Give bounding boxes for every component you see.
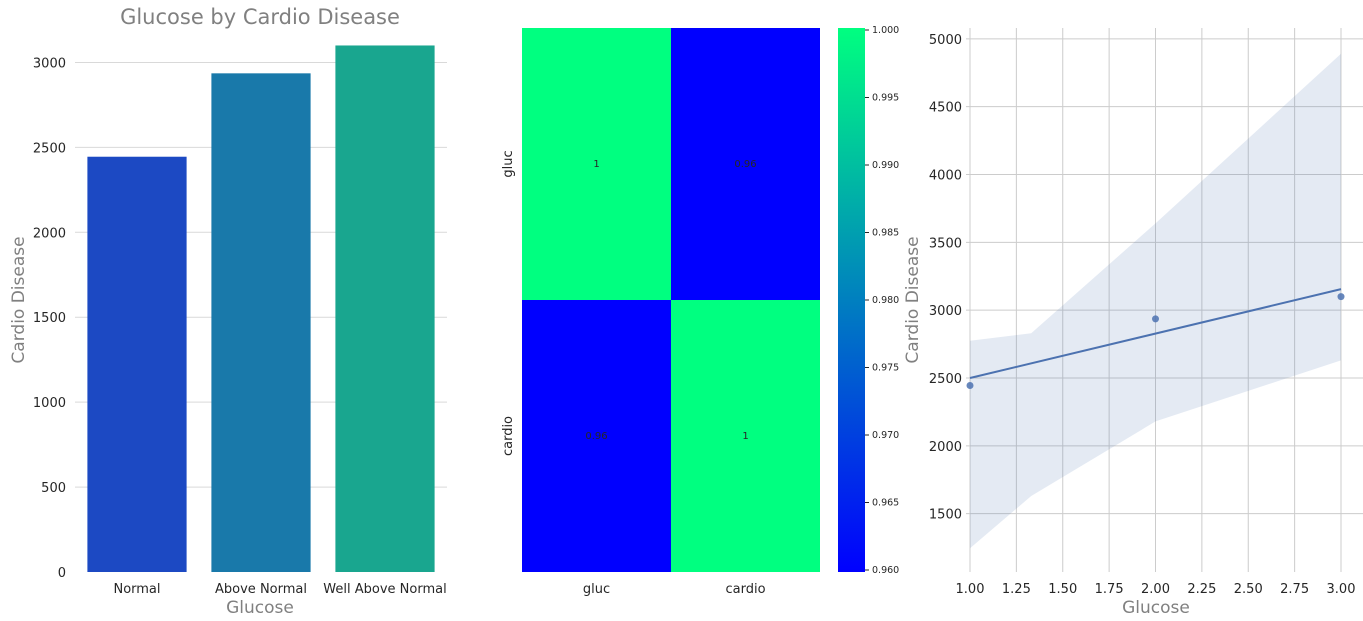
- heatmap-cell-label: 1: [742, 431, 748, 442]
- regression-line: [969, 288, 1342, 379]
- heatmap-axis-labels: gluc cardio gluc cardio: [501, 150, 766, 597]
- colorbar-tick-label: 1.000: [872, 25, 899, 36]
- heatmap-column-label: gluc: [583, 582, 610, 597]
- regression-y-ticks: 1500 2000 2500 3000 3500 4000 4500 5000: [929, 33, 962, 523]
- regression-x-tick-label: 1.00: [956, 582, 985, 597]
- regression-y-axis-label: Cardio Disease: [903, 236, 923, 363]
- colorbar-tick-label: 0.965: [872, 498, 899, 509]
- regression-y-tick-label: 5000: [929, 33, 962, 48]
- colorbar-tick-label: 0.960: [872, 565, 899, 576]
- colorbar-tick-label: 0.980: [872, 295, 899, 306]
- bar-y-tick-label: 1000: [33, 396, 66, 411]
- colorbar: [838, 28, 865, 572]
- regression-x-tick-label: 2.75: [1280, 582, 1309, 597]
- bar-x-ticks: Normal Above Normal Well Above Normal: [113, 582, 446, 597]
- colorbar-tick-label: 0.985: [872, 228, 899, 239]
- regression-x-tick-label: 1.75: [1095, 582, 1124, 597]
- regression-y-tick-label: 2500: [929, 372, 962, 387]
- regression-chart: 1500 2000 2500 3000 3500 4000 4500 5000 1.00 1.2…: [903, 28, 1363, 618]
- regression-y-tick-label: 4000: [929, 169, 962, 184]
- regression-y-tick-label: 4500: [929, 101, 962, 116]
- regression-x-tick-label: 2.50: [1234, 582, 1263, 597]
- bar-y-tick-label: 0: [58, 566, 66, 581]
- bar-x-tick-label: Normal: [113, 582, 160, 597]
- scatter-point: [1152, 315, 1159, 323]
- heatmap-cell: [522, 28, 671, 300]
- bar-y-axis-label: Cardio Disease: [9, 236, 29, 363]
- regression-y-tick-label: 2000: [929, 440, 962, 455]
- bar-y-tick-label: 1500: [33, 311, 66, 326]
- bar-y-tick-label: 500: [41, 481, 66, 496]
- bar-x-tick-label: Well Above Normal: [323, 582, 446, 597]
- bar: [211, 73, 311, 572]
- bar-chart-title: Glucose by Cardio Disease: [120, 5, 400, 29]
- heatmap-chart: 1 0.96 0.96 1 gluc cardio gluc cardio 1.000 0.9…: [501, 25, 899, 597]
- regression-x-tick-label: 1.50: [1048, 582, 1077, 597]
- scatter-point: [966, 381, 974, 389]
- heatmap-cell: [671, 28, 820, 300]
- regression-x-tick-label: 2.25: [1187, 582, 1216, 597]
- bar-chart: Glucose by Cardio Disease 0 500 1000 1500 20…: [9, 5, 447, 618]
- heatmap-row-label: gluc: [501, 150, 516, 177]
- bar: [87, 156, 187, 573]
- heatmap-cell: [522, 300, 671, 572]
- bar-y-ticks: 0 500 1000 1500 2000 2500 3000: [33, 56, 66, 581]
- regression-y-tick-label: 3000: [929, 304, 962, 319]
- bar-x-axis-label: Glucose: [226, 598, 294, 618]
- regression-y-tick-label: 3500: [929, 236, 962, 251]
- colorbar-tick-label: 0.970: [872, 430, 899, 441]
- regression-gridlines: [966, 28, 1363, 572]
- bars: [87, 45, 435, 573]
- confidence-band: [970, 53, 1341, 549]
- colorbar-tick-label: 0.995: [872, 93, 899, 104]
- bar-y-tick-label: 2000: [33, 226, 66, 241]
- bar-y-tick-label: 3000: [33, 56, 66, 71]
- heatmap-cell-label: 1: [593, 159, 599, 170]
- colorbar-tick-label: 0.990: [872, 160, 899, 171]
- scatter-point: [1337, 293, 1345, 301]
- regression-x-tick-label: 1.25: [1002, 582, 1031, 597]
- regression-x-axis-label: Glucose: [1122, 598, 1190, 618]
- scatter-points: [966, 293, 1345, 389]
- bar-x-tick-label: Above Normal: [215, 582, 307, 597]
- colorbar-tick-label: 0.975: [872, 363, 899, 374]
- regression-x-tick-label: 2.00: [1141, 582, 1170, 597]
- regression-x-ticks: 1.00 1.25 1.50 1.75 2.00 2.25 2.50 2.75 3.00: [956, 582, 1356, 597]
- heatmap-row-label: cardio: [501, 416, 516, 456]
- heatmap-column-label: cardio: [725, 582, 765, 597]
- regression-x-tick-label: 3.00: [1327, 582, 1356, 597]
- regression-y-tick-label: 1500: [929, 508, 962, 523]
- bar-y-tick-label: 2500: [33, 141, 66, 156]
- colorbar-ticks: 1.000 0.995 0.990 0.985 0.980 0.975 0.970 0.965…: [865, 25, 899, 576]
- heatmap-cells: 1 0.96 0.96 1: [522, 28, 820, 572]
- heatmap-cell-label: 0.96: [585, 431, 607, 442]
- heatmap-cell: [671, 300, 820, 572]
- bar: [335, 45, 435, 572]
- heatmap-cell-label: 0.96: [734, 159, 756, 170]
